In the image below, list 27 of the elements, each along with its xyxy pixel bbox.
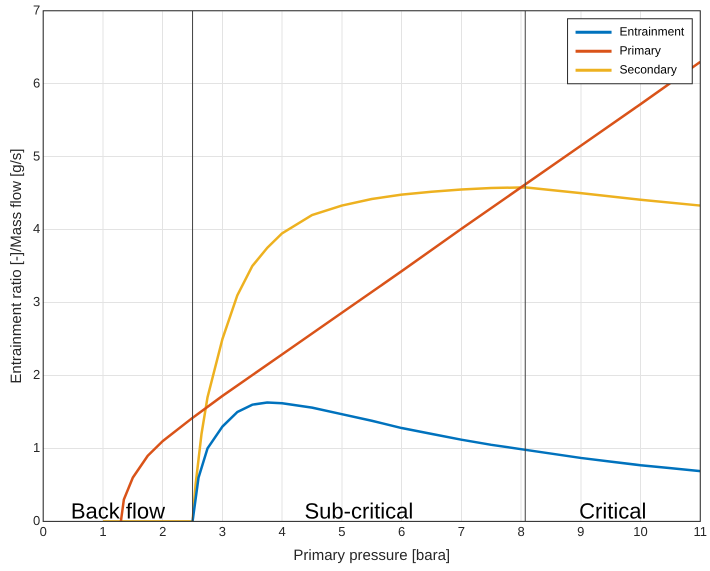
y-tick-label: 2 <box>32 367 40 382</box>
x-tick-label: 2 <box>159 524 166 539</box>
x-tick-label: 9 <box>577 524 584 539</box>
x-axis-title: Primary pressure [bara] <box>293 547 450 564</box>
legend-label: Entrainment <box>620 24 685 39</box>
annotation: Back flow <box>70 498 166 524</box>
x-tick-label: 1 <box>99 524 107 539</box>
y-tick-label: 4 <box>32 221 40 236</box>
y-axis-title: Entrainment ratio [-]/Mass flow [g/s] <box>8 148 26 384</box>
x-tick-label: 3 <box>218 524 226 539</box>
x-tick-label: 4 <box>278 524 286 539</box>
y-tick-label: 6 <box>32 75 40 90</box>
y-tick-label: 3 <box>32 294 40 310</box>
y-tick-label: 1 <box>32 440 40 456</box>
x-tick-label: 6 <box>398 524 406 539</box>
y-tick-label: 7 <box>32 2 40 18</box>
annotation: Critical <box>579 498 646 524</box>
legend-label: Secondary <box>620 62 677 77</box>
y-tick-label: 5 <box>32 148 40 164</box>
x-tick-label: 8 <box>517 524 525 539</box>
annotation: Sub-critical <box>304 498 414 524</box>
y-tick-label: 0 <box>32 512 40 528</box>
x-tick-label: 7 <box>458 524 465 539</box>
x-tick-label: 10 <box>633 524 648 539</box>
x-tick-label: 11 <box>694 524 707 539</box>
x-tick-label: 5 <box>338 524 346 539</box>
legend-label: Primary <box>620 44 661 58</box>
